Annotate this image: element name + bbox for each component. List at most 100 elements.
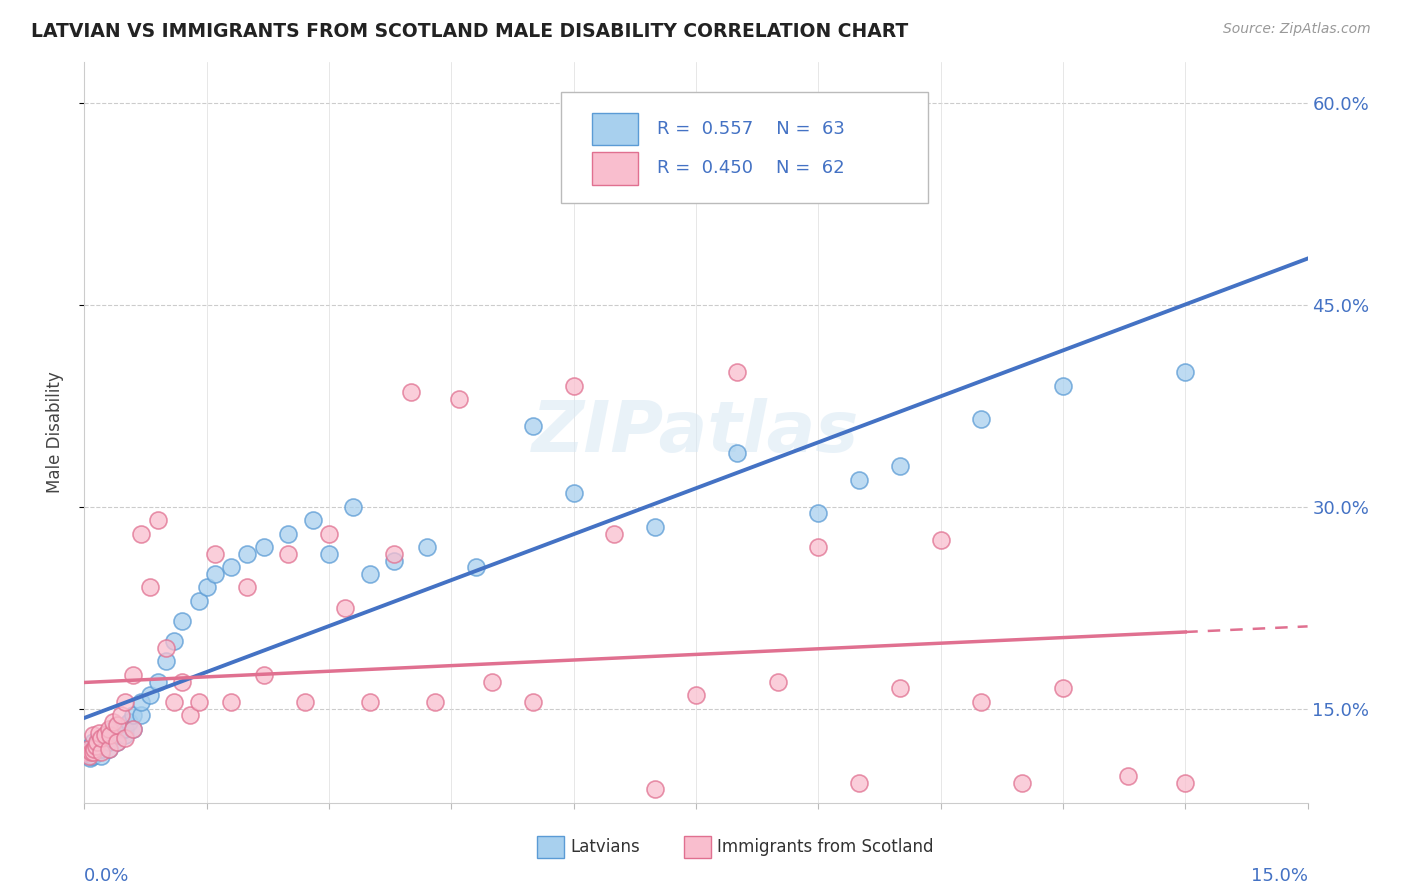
Point <box>82 745 104 759</box>
Point <box>807 540 830 554</box>
Bar <box>537 836 564 858</box>
Point <box>118 714 141 729</box>
Point <box>87 726 110 740</box>
Point <box>105 717 128 731</box>
Point <box>90 745 112 759</box>
Text: Source: ZipAtlas.com: Source: ZipAtlas.com <box>1223 22 1371 37</box>
Point <box>359 695 381 709</box>
Text: LATVIAN VS IMMIGRANTS FROM SCOTLAND MALE DISABILITY CORRELATION CHART: LATVIAN VS IMMIGRANTS FROM SCOTLAND MALE… <box>31 22 908 41</box>
Point <box>253 540 276 554</box>
Point <box>114 731 136 746</box>
Point <box>163 634 186 648</box>
Text: R =  0.557    N =  63: R = 0.557 N = 63 <box>657 120 845 138</box>
Point <box>93 729 115 743</box>
FancyBboxPatch shape <box>561 92 928 203</box>
Point <box>277 547 299 561</box>
Point <box>644 520 666 534</box>
Point <box>562 378 585 392</box>
Point <box>131 526 153 541</box>
Point <box>97 729 120 743</box>
Point <box>79 751 101 765</box>
Text: R =  0.450    N =  62: R = 0.450 N = 62 <box>657 160 845 178</box>
Point <box>522 695 544 709</box>
Point <box>87 742 110 756</box>
Point <box>359 566 381 581</box>
Point <box>86 735 108 749</box>
Point <box>86 735 108 749</box>
Point <box>91 742 114 756</box>
Point <box>122 708 145 723</box>
Text: ZIPatlas: ZIPatlas <box>533 398 859 467</box>
Point <box>146 513 169 527</box>
Point <box>77 748 100 763</box>
Point <box>100 731 122 746</box>
Point <box>155 640 177 655</box>
Point <box>114 729 136 743</box>
Point <box>187 594 209 608</box>
Point <box>110 708 132 723</box>
Point <box>236 547 259 561</box>
Point <box>1174 775 1197 789</box>
Point <box>889 681 911 696</box>
Point <box>76 742 98 756</box>
Bar <box>592 152 638 185</box>
Point <box>105 735 128 749</box>
Point <box>1052 378 1074 392</box>
Point <box>172 614 194 628</box>
Point <box>449 392 471 406</box>
Point <box>1174 365 1197 379</box>
Point <box>87 745 110 759</box>
Point <box>131 695 153 709</box>
Point <box>253 668 276 682</box>
Point <box>80 748 103 763</box>
Point <box>464 560 486 574</box>
Point <box>1052 681 1074 696</box>
Point <box>318 526 340 541</box>
Point <box>382 553 405 567</box>
Point <box>114 722 136 736</box>
Point <box>725 365 748 379</box>
Point <box>122 722 145 736</box>
Point <box>294 695 316 709</box>
Point <box>416 540 439 554</box>
Point <box>187 695 209 709</box>
Point <box>131 708 153 723</box>
Point <box>114 695 136 709</box>
Point <box>155 655 177 669</box>
Point <box>970 412 993 426</box>
Point <box>725 446 748 460</box>
Point <box>97 742 120 756</box>
Point <box>82 735 104 749</box>
Bar <box>683 836 710 858</box>
Point <box>84 739 107 754</box>
Point <box>889 459 911 474</box>
Point <box>522 418 544 433</box>
Point <box>93 729 115 743</box>
Point <box>110 722 132 736</box>
Point <box>277 526 299 541</box>
Point <box>84 739 107 754</box>
Bar <box>592 112 638 145</box>
Point <box>105 729 128 743</box>
Point <box>970 695 993 709</box>
Point <box>179 708 201 723</box>
Point <box>101 722 124 736</box>
Point <box>766 674 789 689</box>
Point <box>204 547 226 561</box>
Point <box>90 731 112 746</box>
Point <box>335 600 357 615</box>
Text: Immigrants from Scotland: Immigrants from Scotland <box>717 838 934 856</box>
Point <box>83 742 105 756</box>
Text: 15.0%: 15.0% <box>1250 867 1308 886</box>
Point <box>163 695 186 709</box>
Point <box>100 729 122 743</box>
Text: Latvians: Latvians <box>569 838 640 856</box>
Point <box>97 722 120 736</box>
Point <box>219 695 242 709</box>
Point <box>685 688 707 702</box>
Point <box>138 688 160 702</box>
Point <box>101 714 124 729</box>
Point <box>236 581 259 595</box>
Point <box>603 526 626 541</box>
Point <box>105 735 128 749</box>
